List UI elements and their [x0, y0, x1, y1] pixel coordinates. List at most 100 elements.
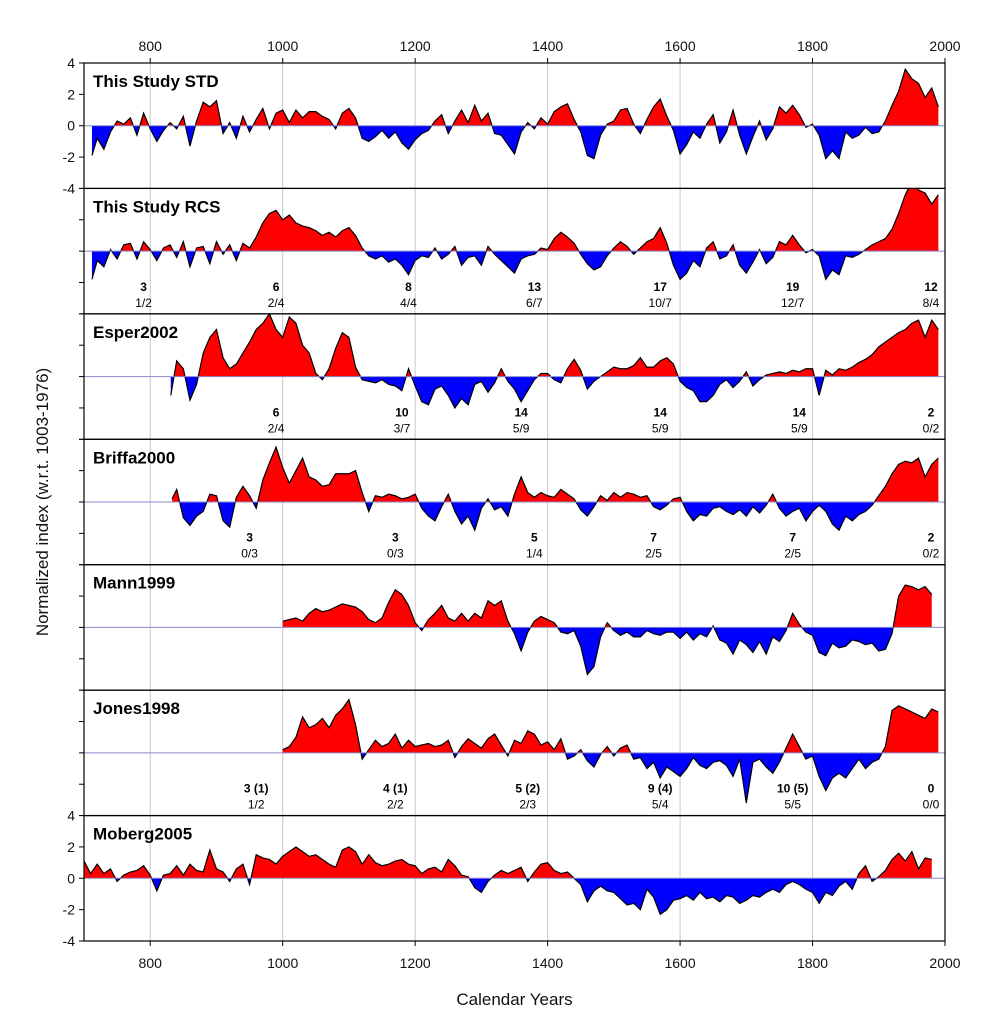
negative-area — [172, 502, 939, 531]
x-tick-label-bottom: 800 — [139, 955, 163, 971]
count-label-top: 7 — [650, 531, 657, 545]
count-label-bottom: 10/7 — [649, 296, 673, 310]
count-label-top: 13 — [528, 280, 542, 294]
y-tick-label: -4 — [63, 180, 76, 196]
x-tick-label-top: 2000 — [929, 38, 960, 54]
count-label-top: 5 (2) — [515, 782, 540, 796]
count-label-top: 0 — [928, 782, 935, 796]
panel-briffa2000: Briffa2000 3 0/3 3 0/3 5 1/4 7 2/5 7 2/5 2 0/2 — [79, 438, 946, 566]
count-label-top: 6 — [273, 405, 280, 419]
count-label-bottom: 1/4 — [526, 547, 543, 561]
panel-mann1999: Mann1999 — [79, 564, 946, 691]
positive-area — [91, 188, 939, 252]
positive-area — [170, 313, 939, 377]
count-label-bottom: 5/9 — [513, 421, 530, 435]
count-label-bottom: 2/4 — [268, 296, 285, 310]
panel-title: This Study RCS — [93, 197, 221, 216]
count-label-bottom: 2/4 — [268, 421, 285, 435]
count-label-top: 10 (5) — [777, 782, 808, 796]
x-tick-label-top: 1000 — [267, 38, 298, 54]
count-label-top: 2 — [928, 405, 935, 419]
panel-title: Jones1998 — [93, 699, 180, 718]
x-tick-label-top: 800 — [139, 38, 163, 54]
y-tick-label: -2 — [63, 149, 76, 165]
count-label-top: 3 — [392, 531, 399, 545]
panel-title: Moberg2005 — [93, 825, 192, 844]
count-label-top: 9 (4) — [648, 782, 673, 796]
positive-area — [282, 699, 939, 753]
count-label-top: 2 — [928, 531, 935, 545]
x-tick-label-bottom: 1000 — [267, 955, 298, 971]
count-label-bottom: 2/3 — [519, 798, 536, 812]
count-label-top: 14 — [514, 405, 528, 419]
x-tick-label-bottom: 2000 — [929, 955, 960, 971]
x-tick-label-bottom: 1200 — [400, 955, 431, 971]
count-label-top: 17 — [654, 280, 668, 294]
count-label-top: 3 (1) — [244, 782, 269, 796]
negative-area — [91, 125, 883, 159]
y-tick-label: -2 — [63, 902, 76, 918]
x-tick-label-bottom: 1400 — [532, 955, 563, 971]
count-label-top: 3 — [140, 280, 147, 294]
y-axis-label: Normalized index (w.r.t. 1003-1976) — [33, 368, 52, 636]
series-line — [170, 313, 939, 410]
y-tick-label: 2 — [67, 86, 75, 102]
panel-moberg2005: 4 2 0 -2 -4 Moberg2005 — [63, 808, 946, 949]
count-label-bottom: 8/4 — [923, 296, 940, 310]
panel-esper2002: Esper2002 6 2/4 10 3/7 14 5/9 14 5/9 14 5/9 2 0/2 — [79, 313, 946, 440]
y-tick-label: 0 — [67, 118, 75, 134]
count-label-top: 7 — [789, 531, 796, 545]
count-label-bottom: 2/5 — [784, 547, 801, 561]
positive-area — [282, 585, 932, 628]
count-label-top: 14 — [793, 405, 807, 419]
panel-title: Briffa2000 — [93, 448, 175, 467]
count-label-bottom: 5/4 — [652, 798, 669, 812]
positive-area — [172, 447, 939, 502]
panel-title: Mann1999 — [93, 574, 175, 593]
panel-title: Esper2002 — [93, 323, 178, 342]
count-label-top: 6 — [273, 280, 280, 294]
count-label-bottom: 0/0 — [923, 798, 940, 812]
count-label-bottom: 6/7 — [526, 296, 543, 310]
count-label-bottom: 3/7 — [394, 421, 411, 435]
y-tick-label: 4 — [67, 808, 75, 824]
negative-area — [282, 752, 939, 804]
count-label-top: 14 — [654, 405, 668, 419]
panel-this-study-rcs: This Study RCS 3 1/2 6 2/4 8 4/4 13 6/7 17 10/7 19 1… — [79, 187, 946, 315]
count-label-bottom: 4/4 — [400, 296, 417, 310]
count-label-bottom: 0/2 — [923, 421, 940, 435]
negative-area — [282, 627, 932, 675]
series-line — [91, 188, 939, 281]
count-label-bottom: 5/5 — [784, 798, 801, 812]
x-tick-label-top: 1600 — [664, 38, 695, 54]
negative-area — [84, 878, 932, 915]
count-label-bottom: 0/3 — [387, 547, 404, 561]
count-label-top: 5 — [531, 531, 538, 545]
y-tick-label: 2 — [67, 839, 75, 855]
count-label-bottom: 1/2 — [135, 296, 152, 310]
count-label-bottom: 0/2 — [923, 547, 940, 561]
series-line — [282, 584, 933, 676]
count-label-bottom: 5/9 — [652, 421, 669, 435]
x-tick-label-top: 1200 — [400, 38, 431, 54]
count-label-top: 8 — [405, 280, 412, 294]
series-line — [91, 67, 939, 160]
x-axis-label: Calendar Years — [456, 990, 572, 1009]
count-label-top: 4 (1) — [383, 782, 408, 796]
x-tick-label-top: 1800 — [797, 38, 828, 54]
y-tick-label: 0 — [67, 870, 75, 886]
panel-jones1998: Jones1998 3 (1) 1/2 4 (1) 2/2 5 (2) 2/3 9 (4) 5/… — [79, 689, 946, 817]
count-label-top: 10 — [395, 405, 409, 419]
count-label-bottom: 5/9 — [791, 421, 808, 435]
count-label-top: 19 — [786, 280, 800, 294]
series-line — [282, 698, 939, 804]
x-tick-label-top: 1400 — [532, 38, 563, 54]
negative-area — [91, 251, 864, 280]
y-tick-label: -4 — [63, 933, 76, 949]
positive-area — [84, 846, 932, 879]
count-label-bottom: 1/2 — [248, 798, 265, 812]
count-label-bottom: 0/3 — [241, 547, 258, 561]
count-label-top: 12 — [924, 280, 938, 294]
panel-title: This Study STD — [93, 72, 219, 91]
